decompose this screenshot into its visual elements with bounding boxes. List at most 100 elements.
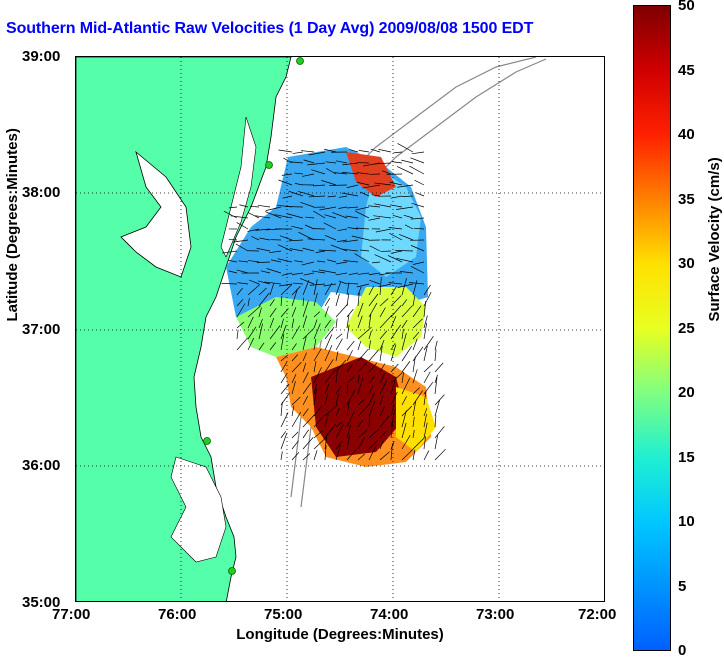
velocity-arrow xyxy=(357,377,364,395)
velocity-arrow xyxy=(390,443,393,461)
velocity-arrow xyxy=(280,401,283,417)
velocity-arrow xyxy=(236,329,239,340)
velocity-arrow xyxy=(335,318,338,329)
velocity-arrow xyxy=(412,356,416,373)
velocity-arrow xyxy=(390,305,402,318)
velocity-arrow xyxy=(403,214,414,219)
velocity-arrow xyxy=(412,369,418,384)
velocity-arrow xyxy=(302,173,315,177)
velocity-arrow xyxy=(291,225,304,230)
velocity-arrow xyxy=(368,293,379,307)
radar-station-4 xyxy=(228,567,236,575)
velocity-arrow xyxy=(346,340,355,351)
velocity-arrow xyxy=(401,361,411,373)
velocity-arrow xyxy=(423,408,428,417)
colorbar-tick-45: 45 xyxy=(678,62,695,79)
velocity-arrow xyxy=(294,260,304,263)
velocity-arrow xyxy=(327,195,337,198)
velocity-arrow xyxy=(379,330,388,340)
velocity-arrow xyxy=(355,206,370,211)
velocity-arrow xyxy=(292,151,304,154)
velocity-arrow xyxy=(368,444,377,461)
velocity-arrow xyxy=(341,248,359,252)
velocity-arrow xyxy=(423,363,433,373)
velocity-arrow xyxy=(291,451,300,461)
velocity-arrow xyxy=(280,433,288,450)
velocity-arrow xyxy=(223,210,238,219)
velocity-arrow xyxy=(393,151,403,154)
velocity-arrow xyxy=(373,215,392,219)
velocity-arrow xyxy=(434,426,445,439)
velocity-arrow xyxy=(288,190,304,197)
velocity-arrow xyxy=(396,166,414,175)
velocity-arrow xyxy=(368,376,375,384)
velocity-arrow xyxy=(280,334,285,351)
velocity-arrow xyxy=(282,195,293,199)
velocity-arrow xyxy=(368,314,372,329)
velocity-arrow xyxy=(335,407,340,417)
velocity-arrow xyxy=(304,224,315,230)
velocity-arrow xyxy=(291,374,297,384)
velocity-arrow xyxy=(346,364,353,373)
velocity-arrow xyxy=(335,160,348,164)
velocity-arrow xyxy=(342,162,359,166)
radar-stations xyxy=(203,57,304,575)
radar-station-1 xyxy=(296,57,304,65)
velocity-arrow xyxy=(277,258,293,263)
colorbar xyxy=(633,5,671,651)
velocity-arrow xyxy=(335,281,342,296)
velocity-arrow xyxy=(410,217,425,220)
velocity-arrow xyxy=(346,435,350,450)
colorbar-tick-10: 10 xyxy=(678,513,695,530)
velocity-arrow xyxy=(280,451,283,461)
velocity-arrow xyxy=(316,260,326,263)
velocity-arrow xyxy=(228,270,238,274)
velocity-arrow xyxy=(247,297,250,307)
velocity-arrow xyxy=(338,280,348,285)
velocity-arrow xyxy=(412,387,420,395)
velocity-arrow xyxy=(259,237,271,241)
velocity-arrow xyxy=(423,371,431,384)
velocity-arrow xyxy=(338,195,348,198)
colorbar-tick-50: 50 xyxy=(678,0,695,14)
velocity-arrow xyxy=(379,298,389,307)
x-tick-1: 77:00 xyxy=(52,606,91,623)
velocity-arrow xyxy=(232,239,249,243)
velocity-arrow xyxy=(291,440,299,450)
velocity-arrow xyxy=(257,280,271,285)
velocity-arrow xyxy=(302,372,309,384)
velocity-arrow xyxy=(291,361,302,373)
velocity-arrow xyxy=(390,344,397,362)
velocity-arrow xyxy=(324,433,328,450)
velocity-arrow xyxy=(357,315,363,329)
velocity-arrow xyxy=(401,448,414,461)
velocity-arrow xyxy=(313,405,323,417)
velocity-arrow xyxy=(368,349,379,362)
velocity-arrow xyxy=(357,348,369,362)
velocity-arrow xyxy=(357,341,362,351)
velocity-arrow xyxy=(300,150,315,153)
velocity-arrow xyxy=(313,383,318,395)
velocity-arrow xyxy=(228,239,238,241)
x-tick-6: 72:00 xyxy=(578,606,617,623)
velocity-arrow xyxy=(423,335,434,351)
velocity-arrow xyxy=(269,325,281,340)
y-tick-1: 39:00 xyxy=(22,48,61,65)
velocity-arrow xyxy=(307,238,326,241)
velocity-arrow xyxy=(236,337,248,351)
velocity-arrow xyxy=(302,315,308,329)
velocity-arrow xyxy=(222,250,238,254)
velocity-arrow xyxy=(256,261,271,263)
y-tick-4: 36:00 xyxy=(22,457,61,474)
velocity-arrow xyxy=(368,217,381,221)
velocity-arrow xyxy=(412,449,416,461)
velocity-arrow xyxy=(269,307,277,318)
velocity-arrow xyxy=(390,376,397,395)
velocity-arrow xyxy=(337,228,348,232)
velocity-arrow xyxy=(357,362,368,373)
velocity-arrow xyxy=(397,184,414,188)
velocity-arrow xyxy=(423,436,426,450)
velocity-arrow xyxy=(294,172,304,175)
velocity-arrow xyxy=(360,191,370,197)
velocity-arrow xyxy=(368,340,371,351)
